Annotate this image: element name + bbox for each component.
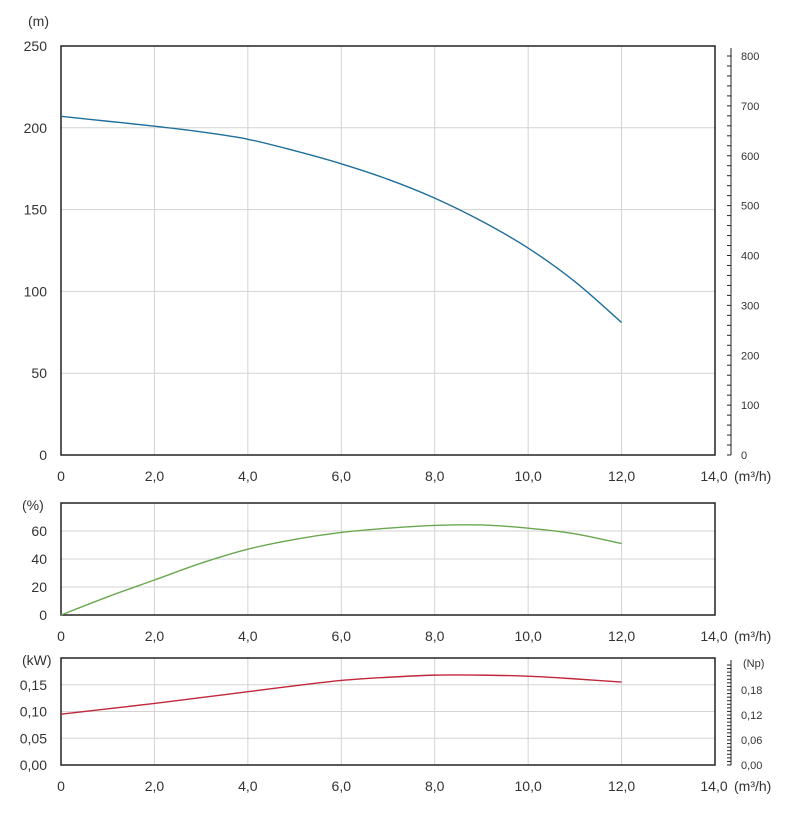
y-tick-label: 0,15 <box>20 677 47 693</box>
x-tick-label: 4,0 <box>238 468 258 484</box>
right-tick-label: 0,06 <box>741 735 762 747</box>
x-tick-label: 14,0 <box>700 628 727 644</box>
x-tick-label: 0 <box>57 468 65 484</box>
x-tick-label: 2,0 <box>145 628 165 644</box>
right-tick-label: 700 <box>741 101 759 113</box>
x-tick-label: 2,0 <box>145 468 165 484</box>
right-tick-label: 400 <box>741 251 759 263</box>
x-tick-label: 4,0 <box>238 628 258 644</box>
x-tick-label: 12,0 <box>608 468 635 484</box>
x-tick-label: 0 <box>57 628 65 644</box>
x-axis-unit: (m³/h) <box>734 778 771 794</box>
x-tick-label: 6,0 <box>332 468 352 484</box>
right-tick-label: 200 <box>741 350 759 362</box>
y-tick-label: 0,10 <box>20 704 47 720</box>
right-tick-label: 800 <box>741 51 759 63</box>
right-tick-label: 0,12 <box>741 710 762 722</box>
right-tick-label: 0,00 <box>741 760 762 772</box>
x-tick-label: 8,0 <box>425 468 445 484</box>
y-axis-unit: (m) <box>28 13 49 29</box>
right-tick-label: 100 <box>741 400 759 412</box>
right-tick-label: 300 <box>741 300 759 312</box>
x-tick-label: 0 <box>57 778 65 794</box>
x-tick-label: 4,0 <box>238 778 258 794</box>
x-axis-unit: (m³/h) <box>734 468 771 484</box>
right-tick-label: 0 <box>741 450 747 462</box>
right-tick-label: 500 <box>741 201 759 213</box>
x-axis-unit: (m³/h) <box>734 628 771 644</box>
y-tick-label: 150 <box>24 202 48 218</box>
x-tick-label: 14,0 <box>700 778 727 794</box>
plot-frame <box>60 657 716 766</box>
plot-frame <box>60 502 716 616</box>
plot-frame <box>60 45 716 456</box>
x-tick-label: 12,0 <box>608 778 635 794</box>
head-curve <box>60 115 623 324</box>
y-tick-label: 200 <box>24 120 48 136</box>
x-tick-label: 8,0 <box>425 778 445 794</box>
y-tick-label: 0,00 <box>20 757 47 773</box>
right-axis-unit: (Np) <box>743 658 764 670</box>
power-curve <box>60 674 622 715</box>
x-tick-label: 8,0 <box>425 628 445 644</box>
right-tick-label: 0,18 <box>741 685 762 697</box>
y-tick-label: 60 <box>31 523 47 539</box>
x-tick-label: 2,0 <box>145 778 165 794</box>
y-tick-label: 100 <box>24 283 48 299</box>
y-tick-label: 0 <box>39 607 47 623</box>
y-tick-label: 0,05 <box>20 730 47 746</box>
y-tick-label: 20 <box>31 579 47 595</box>
y-tick-label: 40 <box>31 551 47 567</box>
x-tick-label: 10,0 <box>515 468 542 484</box>
x-tick-label: 12,0 <box>608 628 635 644</box>
y-tick-label: 250 <box>24 38 48 54</box>
y-tick-label: 0 <box>39 447 47 463</box>
x-tick-label: 6,0 <box>332 778 352 794</box>
x-tick-label: 10,0 <box>515 628 542 644</box>
x-tick-label: 6,0 <box>332 628 352 644</box>
right-tick-label: 600 <box>741 151 759 163</box>
x-tick-label: 14,0 <box>700 468 727 484</box>
y-axis-unit: (kW) <box>22 652 52 668</box>
x-tick-label: 10,0 <box>515 778 542 794</box>
efficiency-curve <box>60 524 622 616</box>
y-tick-label: 50 <box>31 365 47 381</box>
y-axis-unit: (%) <box>22 497 44 513</box>
